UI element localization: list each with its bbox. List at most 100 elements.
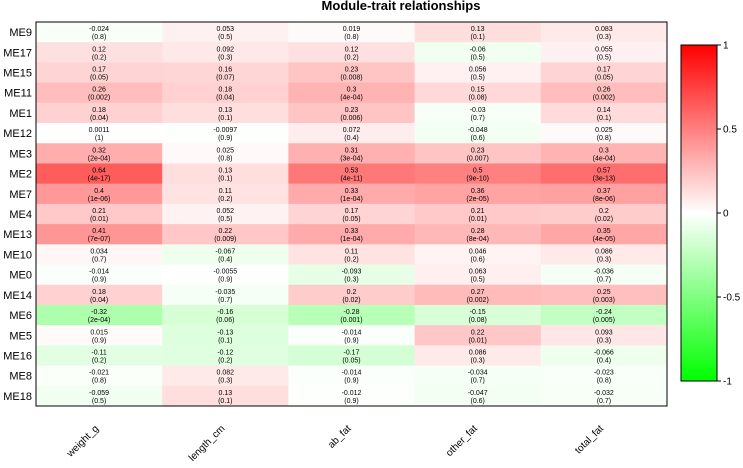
cell-correlation-label: -0.0055	[213, 269, 237, 276]
column-label-total-fat: total_fat	[573, 423, 606, 456]
cell-pvalue-label: (0.3)	[597, 34, 611, 41]
cell-correlation-label: -0.024	[89, 26, 109, 33]
heatmap-cell-me5-other-fat	[414, 325, 542, 346]
cell-correlation-label: -0.023	[594, 370, 614, 377]
heatmap-cell-me3-other-fat	[414, 143, 542, 164]
cell-pvalue-label: (1e-04)	[340, 236, 363, 243]
cell-pvalue-label: (0.01)	[469, 216, 487, 223]
heatmap-cell-me8-length-cm	[162, 365, 289, 387]
cell-pvalue-label: (0.6)	[470, 398, 484, 405]
cell-pvalue-label: (0.5)	[470, 54, 484, 61]
heatmap-cell-me16-total-fat	[540, 345, 668, 367]
heatmap-cell-me3-ab-fat	[288, 143, 416, 164]
cell-correlation-label: -0.014	[89, 269, 109, 276]
heatmap-cell-me2-ab-fat	[288, 163, 416, 185]
cell-correlation-label: -0.047	[468, 390, 488, 397]
row-label-me7: ME7	[9, 189, 32, 201]
heatmap-cell-me15-weight-g	[36, 62, 163, 84]
cell-correlation-label: 0.055	[595, 46, 613, 53]
colorbar-tick-label: 1	[723, 41, 729, 52]
cell-pvalue-label: (0.08)	[469, 317, 487, 324]
cell-pvalue-label: (0.002)	[467, 297, 489, 304]
heatmap-cell-me18-other-fat	[414, 385, 542, 407]
cell-pvalue-label: (0.04)	[90, 297, 108, 304]
heatmap-cell-me17-length-cm	[162, 42, 289, 63]
heatmap-cell-me17-total-fat	[540, 42, 668, 63]
cell-correlation-label: 0.015	[90, 329, 108, 336]
cell-correlation-label: 0.13	[471, 26, 485, 33]
column-label-other-fat: other_fat	[444, 423, 480, 459]
cell-pvalue-label: (2e-05)	[466, 196, 489, 203]
heatmap-cell-me0-length-cm	[162, 264, 289, 286]
heatmap-cell-me9-weight-g	[36, 22, 163, 43]
cell-correlation-label: 0.082	[217, 370, 235, 377]
heatmap-cell-me12-ab-fat	[288, 123, 416, 144]
cell-correlation-label: 0.17	[92, 67, 106, 74]
cell-pvalue-label: (0.4)	[344, 135, 358, 142]
cell-correlation-label: 0.034	[90, 248, 108, 255]
heatmap-cell-me17-ab-fat	[288, 42, 416, 63]
cell-pvalue-label: (0.006)	[340, 115, 362, 122]
heatmap-cell-me7-total-fat	[540, 183, 668, 205]
cell-correlation-label: 0.41	[92, 228, 106, 235]
cell-correlation-label: 0.13	[218, 390, 232, 397]
row-label-me8: ME8	[9, 371, 32, 383]
cell-pvalue-label: (0.1)	[218, 337, 232, 344]
heatmap-cell-me16-ab-fat	[288, 345, 416, 367]
heatmap-cell-me10-length-cm	[162, 244, 289, 266]
cell-correlation-label: -0.13	[217, 329, 233, 336]
heatmap-cell-me11-weight-g	[36, 82, 163, 104]
heatmap-cell-me11-ab-fat	[288, 82, 416, 104]
heatmap-cell-me6-other-fat	[414, 304, 542, 326]
cell-correlation-label: -0.021	[89, 370, 109, 377]
heatmap-cell-me0-ab-fat	[288, 264, 416, 286]
row-label-me11: ME11	[4, 88, 32, 100]
heatmap-cell-me10-ab-fat	[288, 244, 416, 266]
cell-correlation-label: -0.03	[470, 107, 486, 114]
cell-correlation-label: 0.33	[345, 188, 359, 195]
cell-correlation-label: 0.57	[597, 168, 611, 175]
column-label-weight-g: weight_g	[64, 423, 101, 460]
cell-pvalue-label: (1)	[95, 135, 104, 142]
cell-correlation-label: 0.4	[94, 188, 104, 195]
cell-correlation-label: 0.025	[217, 147, 235, 154]
cell-pvalue-label: (0.8)	[218, 155, 232, 162]
cell-pvalue-label: (0.5)	[470, 75, 484, 82]
cell-pvalue-label: (0.2)	[344, 256, 358, 263]
cell-pvalue-label: (0.2)	[92, 357, 106, 364]
cell-pvalue-label: (0.07)	[216, 75, 234, 82]
cell-correlation-label: 0.23	[345, 107, 359, 114]
cell-correlation-label: 0.063	[469, 269, 487, 276]
cell-pvalue-label: (0.1)	[218, 115, 232, 122]
row-label-me6: ME6	[9, 310, 32, 322]
row-label-me12: ME12	[3, 128, 32, 140]
cell-pvalue-label: (0.007)	[467, 155, 489, 162]
cell-pvalue-label: (0.3)	[470, 357, 484, 364]
cell-pvalue-label: (0.7)	[470, 115, 484, 122]
heatmap-cell-me6-ab-fat	[288, 304, 416, 326]
heatmap-cell-me18-length-cm	[162, 385, 289, 407]
heatmap-cell-me14-total-fat	[540, 284, 668, 306]
heatmap-cell-me12-other-fat	[414, 123, 542, 144]
cell-pvalue-label: (0.8)	[92, 34, 106, 41]
cell-correlation-label: 0.25	[597, 289, 611, 296]
heatmap-cell-me14-length-cm	[162, 284, 289, 306]
cell-correlation-label: 0.025	[595, 127, 613, 134]
cell-pvalue-label: (0.7)	[218, 297, 232, 304]
cell-pvalue-label: (0.7)	[92, 256, 106, 263]
cell-pvalue-label: (0.7)	[597, 277, 611, 284]
heatmap-cell-me0-weight-g	[36, 264, 163, 286]
colorbar-tick-label: 0.5	[723, 125, 737, 136]
cell-correlation-label: -0.012	[342, 390, 362, 397]
cell-pvalue-label: (2e-04)	[88, 155, 111, 162]
cell-correlation-label: 0.3	[347, 87, 357, 94]
heatmap-cell-me2-total-fat	[540, 163, 668, 185]
cell-correlation-label: -0.32	[91, 309, 107, 316]
heatmap-cell-me2-weight-g	[36, 163, 163, 185]
cell-pvalue-label: (0.05)	[595, 75, 613, 82]
row-label-me3: ME3	[9, 148, 32, 160]
heatmap-cell-me8-ab-fat	[288, 365, 416, 387]
cell-pvalue-label: (0.02)	[595, 216, 613, 223]
cell-pvalue-label: (0.4)	[597, 357, 611, 364]
